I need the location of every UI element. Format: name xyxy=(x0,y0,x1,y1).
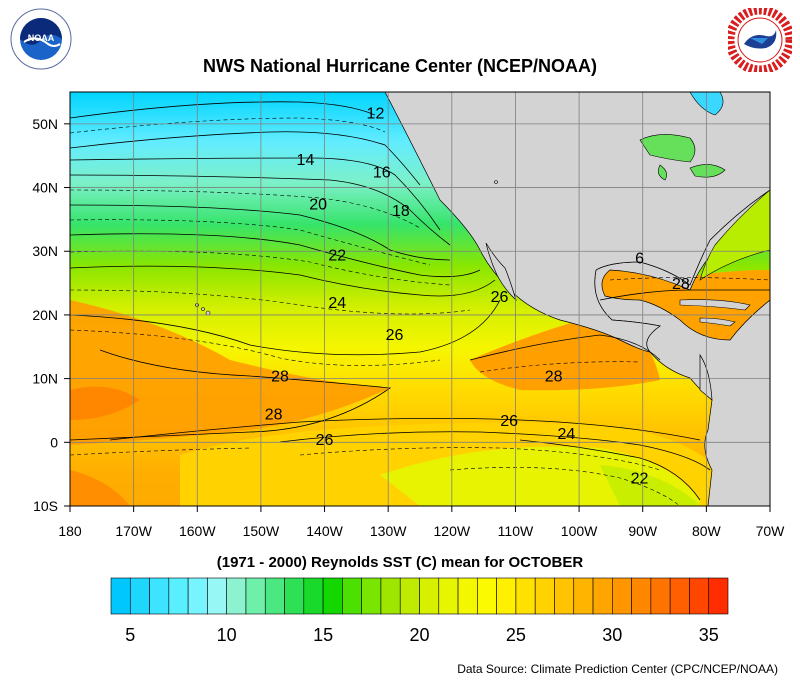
atlantic-water xyxy=(699,189,770,281)
colorbar-swatch xyxy=(380,577,401,615)
lon-label: 130W xyxy=(370,523,407,539)
colorbar-tick-labels: 5 10 15 20 25 30 35 xyxy=(125,625,718,645)
contour-label: 22 xyxy=(328,247,346,264)
colorbar-swatch xyxy=(515,577,536,615)
contour-label: 24 xyxy=(328,295,346,312)
lon-label: 70W xyxy=(756,523,786,539)
colorbar-tick-label: 35 xyxy=(699,625,719,645)
lat-label: 40N xyxy=(32,180,58,196)
colorbar-swatch xyxy=(110,577,131,615)
contour-label: 26 xyxy=(316,432,334,449)
contour-label: 12 xyxy=(367,105,385,122)
latitude-labels: 50N 40N 30N 20N 10N 0 10S xyxy=(32,116,58,514)
colorbar-tick-label: 30 xyxy=(602,625,622,645)
colorbar-swatch xyxy=(419,577,440,615)
colorbar-swatch xyxy=(438,577,459,615)
colorbar-swatch xyxy=(573,577,594,615)
colorbar-swatch xyxy=(303,577,324,615)
warm-pool-southwest xyxy=(70,470,130,506)
lon-label: 160W xyxy=(179,523,216,539)
contour-labels: 12 14 16 18 20 22 24 26 26 28 28 26 26 24 22 28 28 6 xyxy=(265,105,690,487)
colorbar-swatch xyxy=(496,577,517,615)
graticule xyxy=(70,92,770,506)
colorbar-swatch xyxy=(207,577,227,615)
lon-label: 120W xyxy=(434,523,471,539)
colorbar-swatch xyxy=(554,577,575,615)
page-title: NWS National Hurricane Center (NCEP/NOAA… xyxy=(202,56,598,76)
colorbar-swatch xyxy=(187,577,208,615)
map-subtitle: (1971 - 2000) Reynolds SST (C) mean for … xyxy=(216,554,584,571)
lon-label: 90W xyxy=(628,523,658,539)
colorbar-tick-label: 25 xyxy=(506,625,526,645)
contour-label: 20 xyxy=(309,196,327,213)
cold-tongue-peru xyxy=(600,465,700,506)
contour-label: 18 xyxy=(392,203,410,220)
contour-label: 28 xyxy=(672,276,690,293)
lat-label: 0 xyxy=(50,434,58,450)
longitude-labels: 180 170W 160W 150W 140W 130W 120W 110W 100W 90W 80… xyxy=(58,523,785,539)
contour-label: 28 xyxy=(265,407,283,424)
nws-logo xyxy=(728,8,792,72)
contour-label: 22 xyxy=(631,470,649,487)
colorbar-swatch xyxy=(457,577,478,615)
contour-label: 16 xyxy=(373,165,391,182)
colorbar-swatch xyxy=(399,577,420,615)
lat-label: 20N xyxy=(32,307,58,323)
contour-label: 26 xyxy=(386,327,404,344)
colorbar-tick-label: 20 xyxy=(409,625,429,645)
colorbar-swatch xyxy=(149,577,170,615)
colorbar-swatch xyxy=(631,577,652,615)
colorbar-swatch xyxy=(689,577,710,615)
colorbar-swatch xyxy=(669,577,690,615)
colorbar-swatch xyxy=(322,577,343,615)
lon-label: 80W xyxy=(692,523,722,539)
colorbar-swatch xyxy=(129,577,150,615)
lat-label: 50N xyxy=(32,116,58,132)
axis-ticks xyxy=(64,123,771,512)
colorbar-swatch xyxy=(534,577,555,615)
noaa-logo: NOAA xyxy=(10,8,72,70)
colorbar-swatch xyxy=(650,577,671,615)
lat-label: 10N xyxy=(32,371,58,387)
contour-label: 14 xyxy=(297,152,315,169)
lon-label: 140W xyxy=(306,523,343,539)
colorbar-swatch xyxy=(226,577,247,615)
colorbar-tick-label: 10 xyxy=(217,625,237,645)
data-source: Data Source: Climate Prediction Center (… xyxy=(457,662,778,676)
lon-label: 110W xyxy=(498,523,534,539)
warm-pool-west xyxy=(70,300,390,445)
colorbar-swatch xyxy=(708,577,729,615)
colorbar-swatch xyxy=(168,577,189,615)
colorbar-tick-label: 15 xyxy=(313,625,333,645)
colorbar-swatch xyxy=(342,577,362,615)
colorbar-swatch xyxy=(477,577,497,615)
lat-label: 10S xyxy=(33,498,58,514)
contour-label: 28 xyxy=(545,368,563,385)
noaa-logo-text: NOAA xyxy=(28,33,55,43)
islands xyxy=(195,180,751,327)
colorbar-swatch xyxy=(612,577,632,615)
contour-label: 28 xyxy=(271,368,289,385)
contour-label: 24 xyxy=(557,426,575,443)
colorbar-swatch xyxy=(592,577,613,615)
lon-label: 170W xyxy=(115,523,152,539)
colorbar-swatch xyxy=(361,577,382,615)
lon-label: 100W xyxy=(561,523,598,539)
lon-label: 180 xyxy=(58,523,82,539)
colorbar xyxy=(110,577,729,615)
contour-label: 6 xyxy=(635,251,644,268)
plot-frame xyxy=(69,91,771,507)
lon-label: 150W xyxy=(243,523,280,539)
colorbar-swatch xyxy=(245,577,266,615)
colorbar-swatch xyxy=(264,577,285,615)
colorbar-swatch xyxy=(284,577,305,615)
warm-pool-west-core xyxy=(70,386,140,420)
great-lakes xyxy=(639,134,726,181)
colorbar-tick-label: 5 xyxy=(125,625,135,645)
contour-label: 26 xyxy=(491,289,509,306)
lat-label: 30N xyxy=(32,243,58,259)
contour-label: 26 xyxy=(500,413,518,430)
